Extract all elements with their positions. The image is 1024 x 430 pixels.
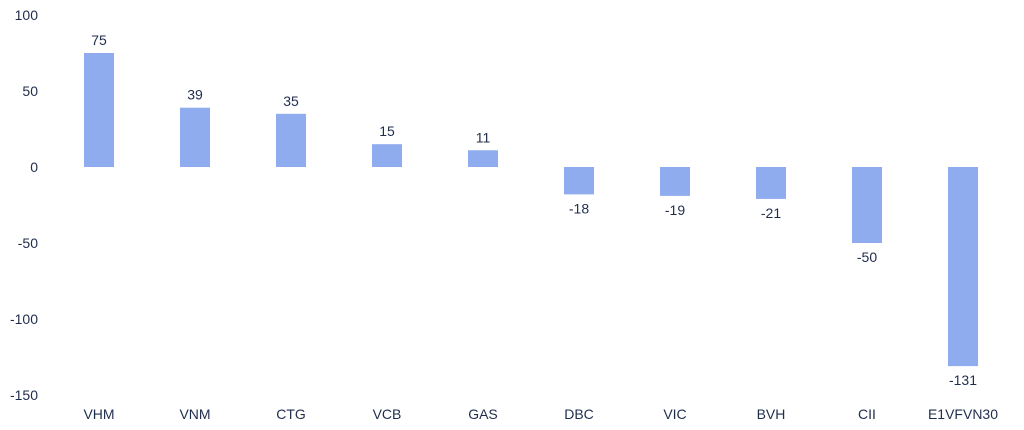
y-tick-label: 0 <box>30 159 38 175</box>
bar-gas <box>468 150 498 167</box>
bar-vic <box>660 167 690 196</box>
bar-vhm <box>84 53 114 167</box>
y-tick-label: -100 <box>10 311 38 327</box>
data-label-vcb: 15 <box>379 123 395 139</box>
y-tick-label: -150 <box>10 387 38 403</box>
x-tick-label-cii: CII <box>858 406 876 422</box>
data-label-gas: 11 <box>476 129 491 145</box>
y-axis: 100 50 0 -50 -100 -150 <box>10 7 38 403</box>
x-tick-label-vhm: VHM <box>83 406 114 422</box>
x-tick-label-bvh: BVH <box>757 406 786 422</box>
bar-cii <box>852 167 882 243</box>
data-label-cii: -50 <box>857 249 877 265</box>
bar-vcb <box>372 144 402 167</box>
x-tick-label-gas: GAS <box>468 406 498 422</box>
x-tick-label-e1vfvn30: E1VFVN30 <box>928 406 998 422</box>
data-label-ctg: 35 <box>283 93 299 109</box>
bar-ctg <box>276 113 306 167</box>
y-tick-label: -50 <box>18 235 38 251</box>
x-tick-label-vic: VIC <box>663 406 686 422</box>
data-label-e1vfvn30: -131 <box>949 372 977 388</box>
bar-dbc <box>564 167 594 195</box>
bar-bvh <box>756 167 786 199</box>
x-axis: VHM VNM CTG VCB GAS DBC VIC BVH CII E1VFVN30 <box>83 406 998 422</box>
data-label-vhm: 75 <box>91 32 107 48</box>
x-tick-label-vcb: VCB <box>373 406 402 422</box>
data-label-bvh: -21 <box>761 205 781 221</box>
data-label-vic: -19 <box>665 202 685 218</box>
bars <box>84 53 978 367</box>
data-labels: 75 39 35 15 11 -18 -19 -21 -50 -131 <box>91 32 977 388</box>
y-tick-label: 50 <box>22 83 38 99</box>
y-tick-label: 100 <box>15 7 39 23</box>
data-label-dbc: -18 <box>569 200 589 216</box>
bar-e1vfvn30 <box>948 167 978 367</box>
x-tick-label-vnm: VNM <box>179 406 210 422</box>
x-tick-label-ctg: CTG <box>276 406 306 422</box>
x-tick-label-dbc: DBC <box>564 406 594 422</box>
bar-vnm <box>180 107 210 167</box>
data-label-vnm: 39 <box>187 87 203 103</box>
